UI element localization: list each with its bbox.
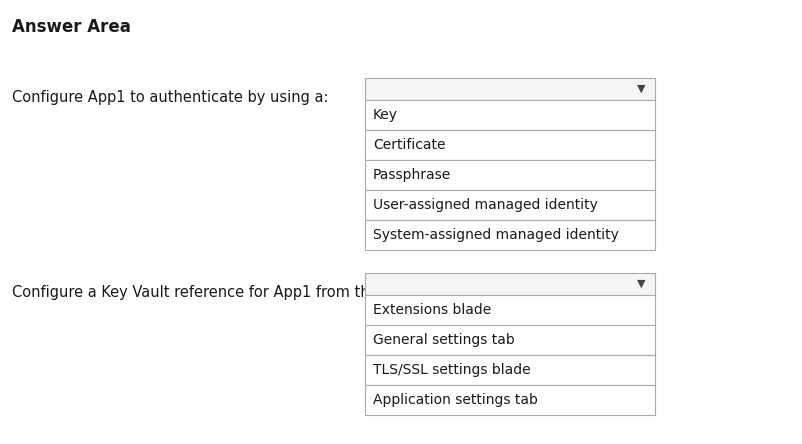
FancyBboxPatch shape [365,130,654,160]
Text: Passphrase: Passphrase [373,168,451,182]
Text: Certificate: Certificate [373,138,445,152]
Text: Application settings tab: Application settings tab [373,393,537,407]
Text: Configure a Key Vault reference for App1 from the:: Configure a Key Vault reference for App1… [12,285,383,300]
FancyBboxPatch shape [365,78,654,100]
FancyBboxPatch shape [365,273,654,295]
Text: TLS/SSL settings blade: TLS/SSL settings blade [373,363,530,377]
FancyBboxPatch shape [365,100,654,130]
Text: Key: Key [373,108,398,122]
Text: ▼: ▼ [636,84,645,94]
FancyBboxPatch shape [365,295,654,325]
FancyBboxPatch shape [365,385,654,415]
Text: ▼: ▼ [636,279,645,289]
FancyBboxPatch shape [365,190,654,220]
Text: Extensions blade: Extensions blade [373,303,491,317]
FancyBboxPatch shape [365,325,654,355]
FancyBboxPatch shape [365,160,654,190]
Text: System-assigned managed identity: System-assigned managed identity [373,228,618,242]
FancyBboxPatch shape [365,220,654,250]
Text: General settings tab: General settings tab [373,333,514,347]
Text: Answer Area: Answer Area [12,18,131,36]
Text: User-assigned managed identity: User-assigned managed identity [373,198,597,212]
FancyBboxPatch shape [365,355,654,385]
Text: Configure App1 to authenticate by using a:: Configure App1 to authenticate by using … [12,90,328,105]
